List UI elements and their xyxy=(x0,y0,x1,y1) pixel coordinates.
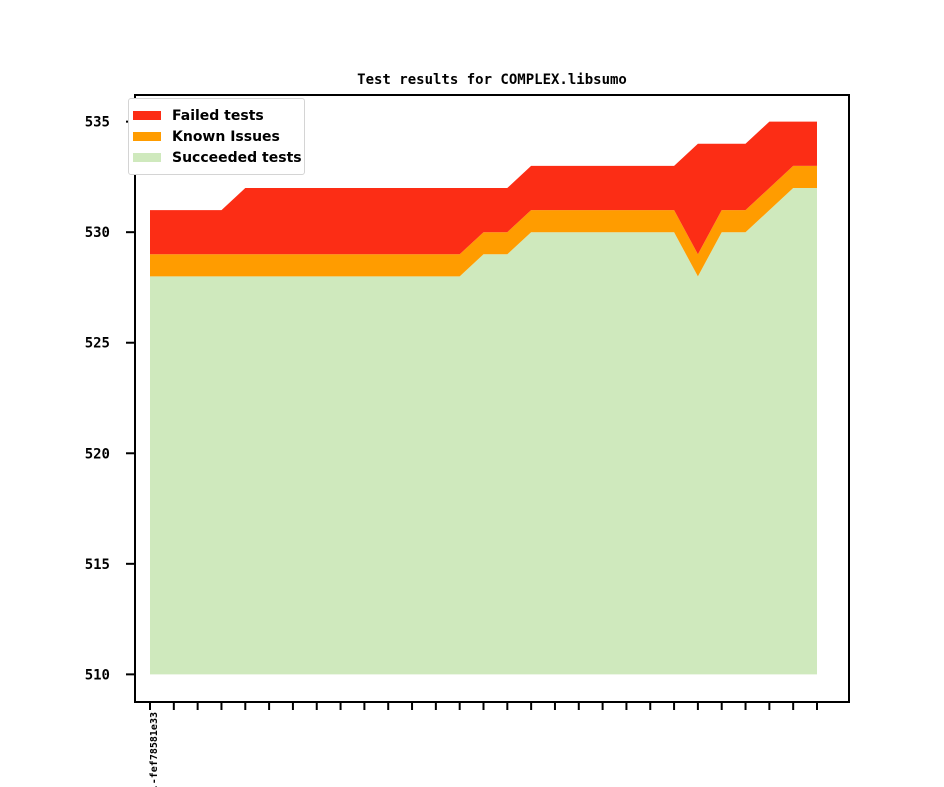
y-tick-label: 510 xyxy=(85,667,110,683)
plot-border xyxy=(134,94,850,703)
y-tick-label: 520 xyxy=(85,446,110,462)
legend-swatch-known-issues xyxy=(133,132,161,141)
chart-title: Test results for COMPLEX.libsumo xyxy=(357,72,627,88)
legend-label-succeeded: Succeeded tests xyxy=(172,149,302,166)
legend-item-failed: Failed tests xyxy=(133,105,300,126)
y-tick-label: 530 xyxy=(85,225,110,241)
x-tick-label: .-fef78581e33 xyxy=(149,712,160,787)
legend-swatch-succeeded xyxy=(133,153,161,162)
legend-label-known-issues: Known Issues xyxy=(172,128,280,145)
legend-label-failed: Failed tests xyxy=(172,107,264,124)
axis-ticks: 510 515 520 525 530 535 .-fef78581e33 xyxy=(85,115,818,787)
y-tick-label: 515 xyxy=(85,557,110,573)
legend-item-succeeded: Succeeded tests xyxy=(133,147,302,168)
area-failed-tests xyxy=(150,121,817,255)
area-known-issues xyxy=(150,165,817,277)
legend-item-known-issues: Known Issues xyxy=(133,126,300,147)
y-tick-label: 535 xyxy=(85,115,110,131)
legend: Failed tests Known Issues Succeeded test… xyxy=(128,98,305,175)
y-tick-label: 525 xyxy=(85,336,110,352)
area-succeeded-tests xyxy=(150,188,817,675)
legend-swatch-failed xyxy=(133,111,161,120)
stacked-areas xyxy=(150,121,817,675)
